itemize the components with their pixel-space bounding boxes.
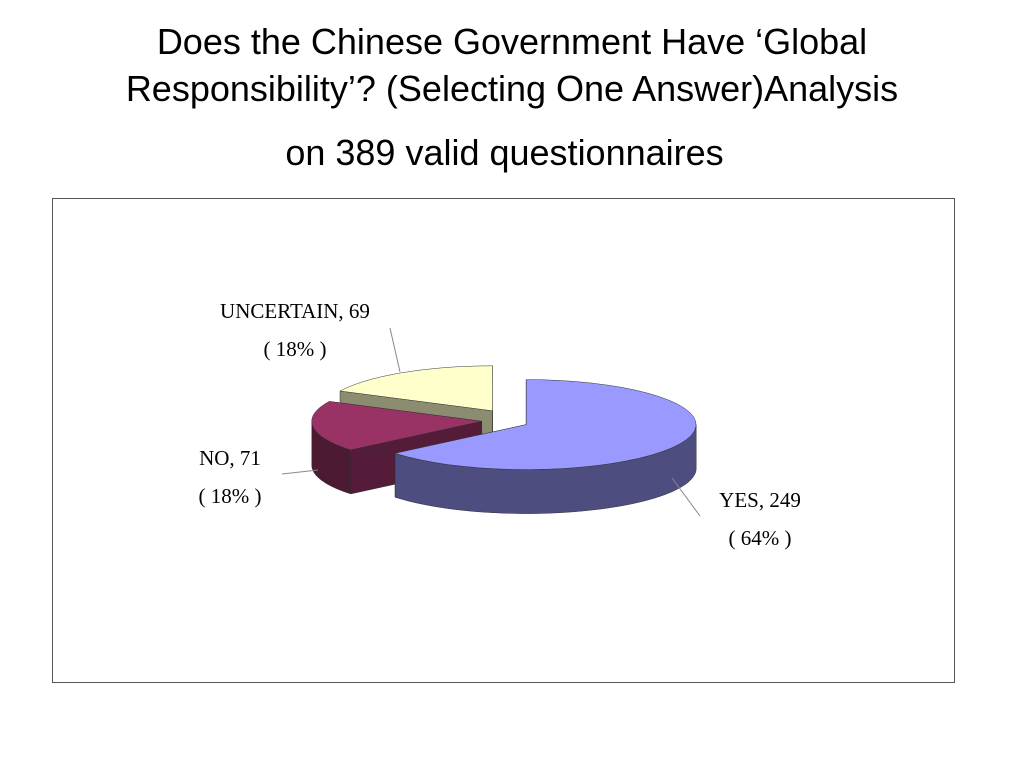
percent-label: ( 64% ): [729, 526, 792, 550]
pie-slice: [394, 379, 697, 514]
chart-subtitle: on 389 valid questionnaires: [285, 132, 724, 173]
data-label: YES, 249: [719, 488, 801, 512]
slice-top: [311, 401, 482, 451]
plot-frame: [52, 198, 955, 683]
percent-label: ( 18% ): [264, 337, 327, 361]
leader-line: [281, 469, 319, 475]
leader-line: [389, 327, 401, 373]
data-label: UNCERTAIN, 69: [220, 299, 370, 323]
slice-top: [339, 365, 493, 412]
leader-line: [671, 477, 701, 517]
slice-top: [395, 379, 697, 470]
percent-label: ( 18% ): [199, 484, 262, 508]
chart-title: Does the Chinese Government Have ‘Global…: [125, 21, 899, 109]
data-label: NO, 71: [199, 446, 261, 470]
